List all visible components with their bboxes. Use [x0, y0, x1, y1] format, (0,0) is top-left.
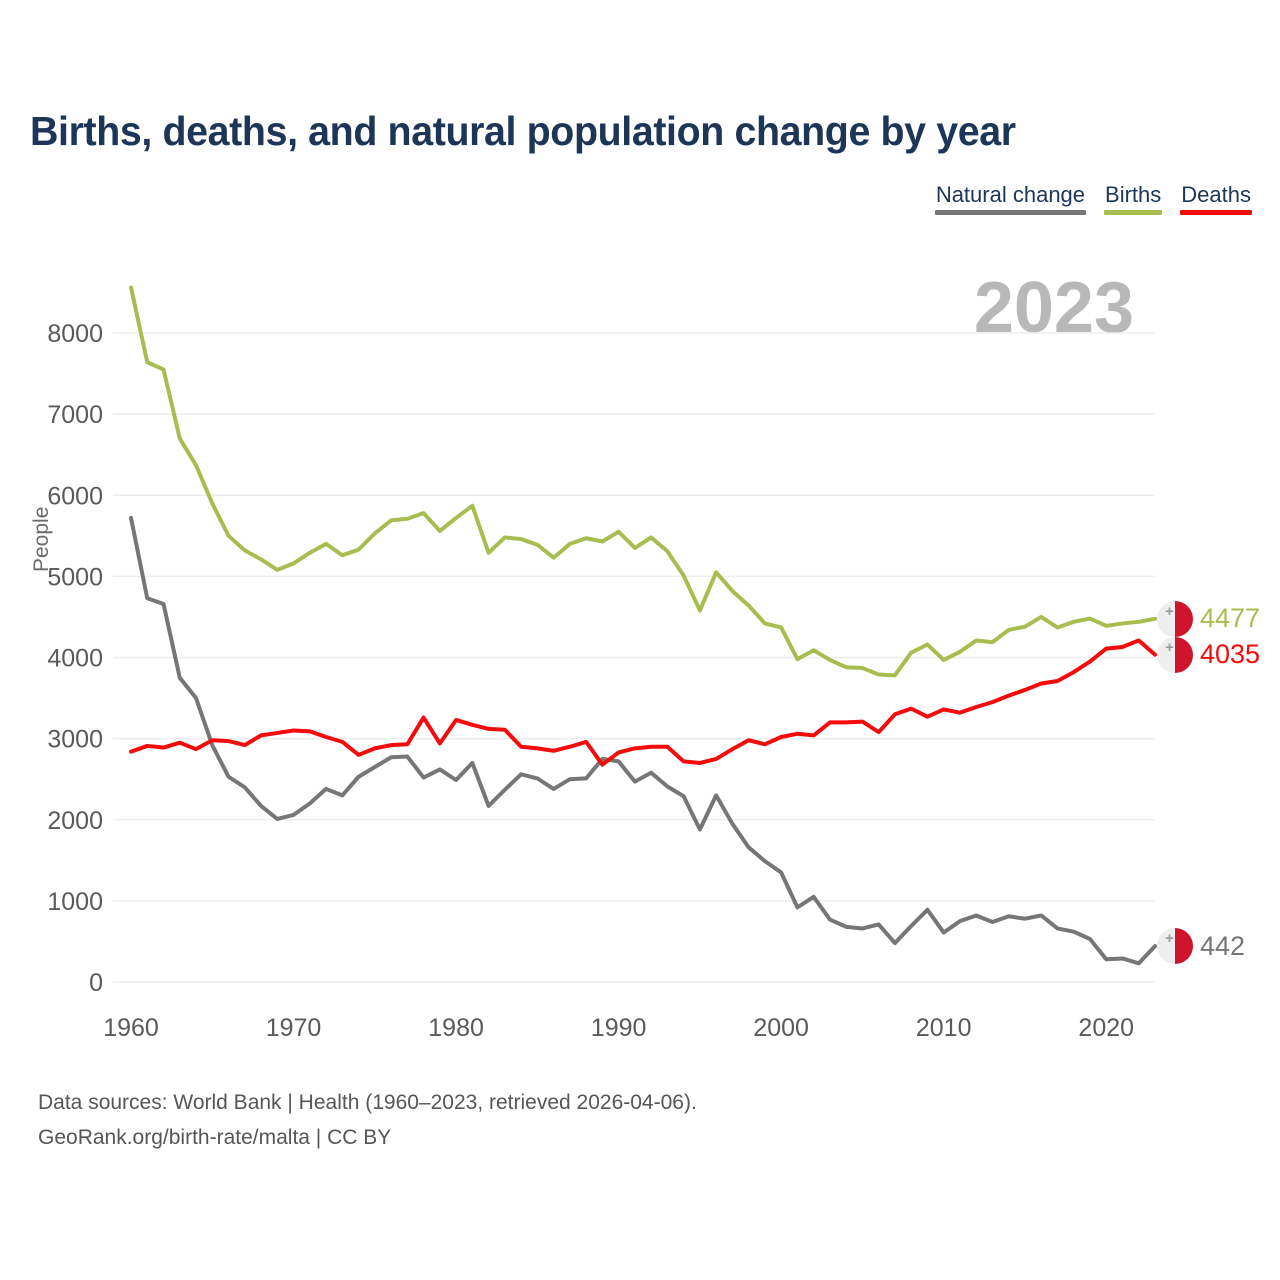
svg-text:1970: 1970: [266, 1014, 322, 1042]
end-value-deaths: 4035: [1200, 639, 1261, 670]
legend-label-natural-change: Natural change: [935, 182, 1086, 207]
legend-item-deaths[interactable]: Deaths: [1180, 182, 1252, 216]
legend-item-births[interactable]: Births: [1104, 182, 1163, 216]
y-axis-ticks: 0 1000 2000 3000 4000 5000 6000 7000 8000: [47, 320, 103, 997]
svg-text:2000: 2000: [753, 1014, 809, 1042]
svg-text:5000: 5000: [47, 563, 103, 591]
svg-text:1960: 1960: [103, 1014, 159, 1042]
footer: Data sources: World Bank | Health (1960–…: [38, 1086, 697, 1155]
end-value-births: 4477: [1200, 603, 1261, 634]
svg-text:6000: 6000: [47, 482, 103, 510]
page-title: Births, deaths, and natural population c…: [30, 108, 1016, 154]
year-watermark: 2023: [973, 268, 1134, 348]
svg-text:2010: 2010: [916, 1014, 972, 1042]
chart-legend: Natural change Births Deaths: [934, 182, 1252, 216]
legend-swatch-births: [1104, 210, 1163, 216]
flag-cross-icon: +: [1165, 638, 1174, 656]
footer-attribution: GeoRank.org/birth-rate/malta | CC BY: [38, 1125, 392, 1149]
svg-text:1980: 1980: [428, 1014, 484, 1042]
series-line-deaths: [129, 638, 1157, 767]
svg-text:4000: 4000: [47, 645, 103, 673]
legend-item-natural-change[interactable]: Natural change: [934, 182, 1087, 216]
series-line-natural-change: [129, 515, 1157, 966]
gridlines: [113, 332, 1155, 983]
flag-cross-icon: +: [1165, 602, 1174, 620]
legend-swatch-deaths: [1180, 210, 1252, 216]
svg-text:2000: 2000: [47, 807, 103, 835]
svg-text:1000: 1000: [47, 888, 103, 916]
legend-label-deaths: Deaths: [1181, 182, 1251, 207]
legend-label-births: Births: [1105, 182, 1162, 207]
y-axis-title: People: [30, 506, 53, 572]
svg-text:8000: 8000: [47, 320, 103, 348]
svg-text:3000: 3000: [47, 726, 103, 754]
end-value-natural-change: 442: [1200, 930, 1246, 961]
malta-flag-icon: +: [1157, 600, 1193, 637]
svg-text:7000: 7000: [47, 401, 103, 429]
end-label-deaths: + 4035: [1157, 636, 1261, 673]
svg-text:2020: 2020: [1078, 1014, 1134, 1042]
svg-text:0: 0: [89, 969, 103, 997]
end-label-natural-change: + 442: [1157, 928, 1246, 965]
flag-cross-icon: +: [1165, 930, 1174, 948]
x-axis-ticks: 1960 1970 1980 1990 2000 2010 2020: [103, 1014, 1134, 1042]
legend-swatch-natural-change: [934, 210, 1087, 216]
malta-flag-icon: +: [1157, 636, 1193, 673]
svg-text:1990: 1990: [591, 1014, 647, 1042]
end-label-births: + 4477: [1157, 600, 1261, 637]
series-lines: [129, 285, 1157, 966]
malta-flag-icon: +: [1157, 928, 1193, 965]
footer-data-sources: Data sources: World Bank | Health (1960–…: [38, 1091, 697, 1114]
